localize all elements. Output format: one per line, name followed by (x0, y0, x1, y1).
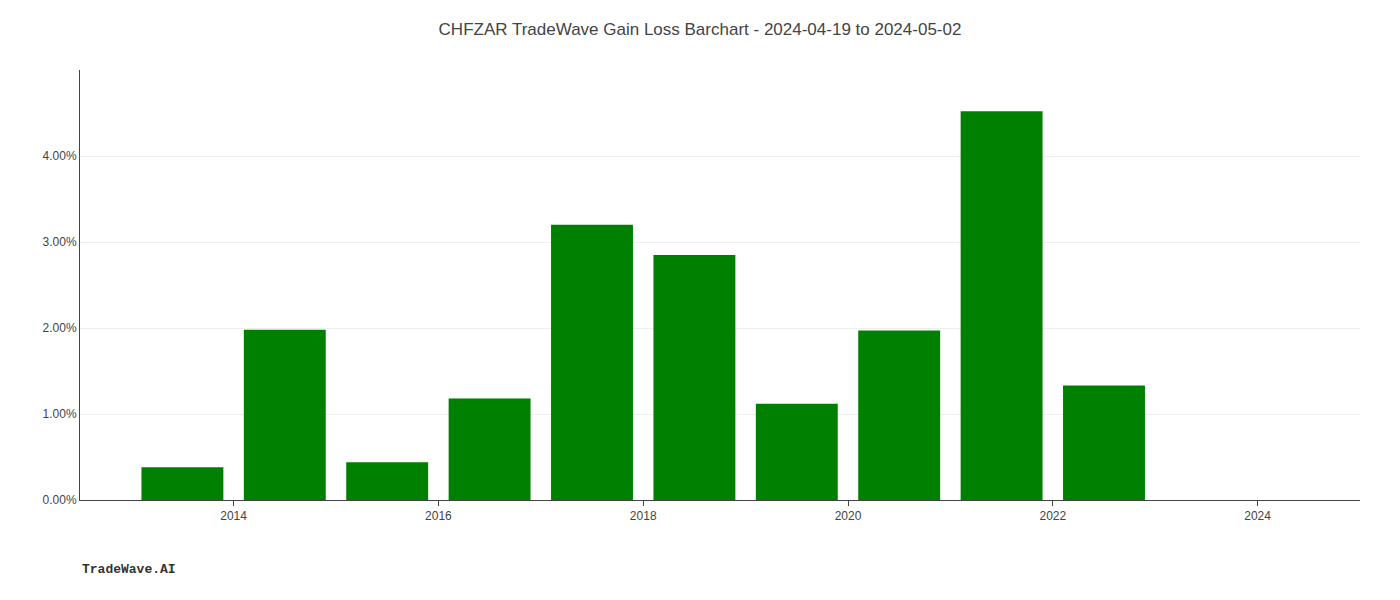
svg-text:4.00%: 4.00% (43, 149, 77, 163)
svg-text:2020: 2020 (835, 509, 862, 523)
svg-text:3.00%: 3.00% (43, 235, 77, 249)
svg-text:2018: 2018 (630, 509, 657, 523)
svg-text:TradeWave.AI: TradeWave.AI (82, 562, 176, 577)
svg-text:2024: 2024 (1244, 509, 1271, 523)
svg-text:1.00%: 1.00% (43, 407, 77, 421)
svg-text:2014: 2014 (220, 509, 247, 523)
svg-text:2016: 2016 (425, 509, 452, 523)
svg-text:0.00%: 0.00% (43, 493, 77, 507)
svg-text:2.00%: 2.00% (43, 321, 77, 335)
svg-text:CHFZAR TradeWave Gain Loss Bar: CHFZAR TradeWave Gain Loss Barchart - 20… (439, 20, 962, 39)
svg-text:2022: 2022 (1039, 509, 1066, 523)
